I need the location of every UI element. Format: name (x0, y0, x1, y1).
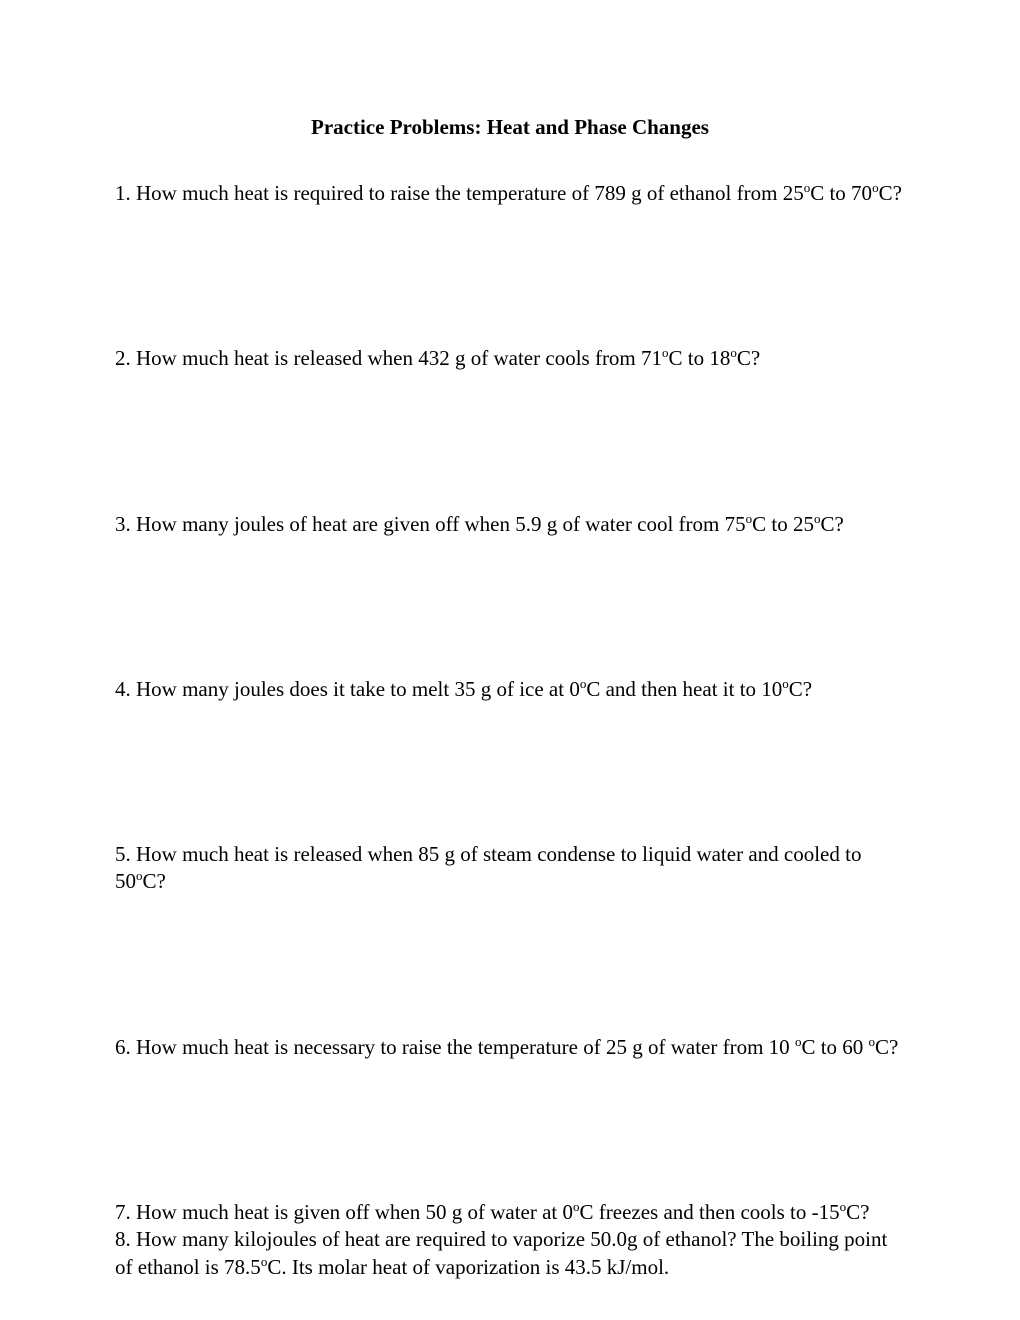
problem-7: 7. How much heat is given off when 50 g … (115, 1199, 905, 1226)
document-title: Practice Problems: Heat and Phase Change… (115, 115, 905, 140)
problem-8: 8. How many kilojoules of heat are requi… (115, 1226, 905, 1281)
problem-6: 6. How much heat is necessary to raise t… (115, 1034, 905, 1061)
problem-1: 1. How much heat is required to raise th… (115, 180, 905, 207)
problem-3: 3. How many joules of heat are given off… (115, 511, 905, 538)
problem-2: 2. How much heat is released when 432 g … (115, 345, 905, 372)
problem-4: 4. How many joules does it take to melt … (115, 676, 905, 703)
problem-5: 5. How much heat is released when 85 g o… (115, 841, 905, 896)
